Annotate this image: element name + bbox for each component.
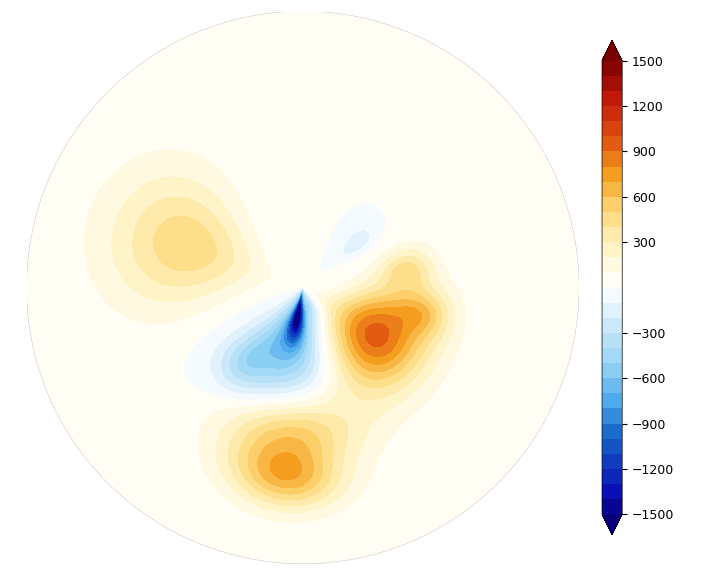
Point xyxy=(297,283,309,292)
Point xyxy=(297,283,309,292)
Point xyxy=(297,283,309,292)
Point xyxy=(297,283,309,292)
Point xyxy=(297,283,309,292)
Point xyxy=(297,283,309,292)
Point xyxy=(297,283,309,292)
Point xyxy=(297,283,309,292)
Point xyxy=(297,283,309,292)
Point xyxy=(297,283,309,292)
Circle shape xyxy=(27,12,579,564)
Point xyxy=(297,283,309,292)
Point xyxy=(297,283,309,292)
Point xyxy=(297,283,309,292)
Point xyxy=(297,283,309,292)
Point xyxy=(297,283,309,292)
Point xyxy=(297,283,309,292)
Point xyxy=(297,283,309,292)
Point xyxy=(297,283,309,292)
Point xyxy=(297,283,309,292)
Point xyxy=(297,283,309,292)
Point xyxy=(297,283,309,292)
Point xyxy=(297,283,309,292)
Point xyxy=(297,283,309,292)
Point xyxy=(297,283,309,292)
Point xyxy=(297,283,309,292)
Point xyxy=(297,283,309,292)
Point xyxy=(297,283,309,292)
PathPatch shape xyxy=(602,40,622,61)
PathPatch shape xyxy=(602,514,622,535)
Point xyxy=(297,283,309,292)
Point xyxy=(297,283,309,292)
Point xyxy=(297,283,309,292)
Point xyxy=(297,283,309,292)
Point xyxy=(297,283,309,292)
